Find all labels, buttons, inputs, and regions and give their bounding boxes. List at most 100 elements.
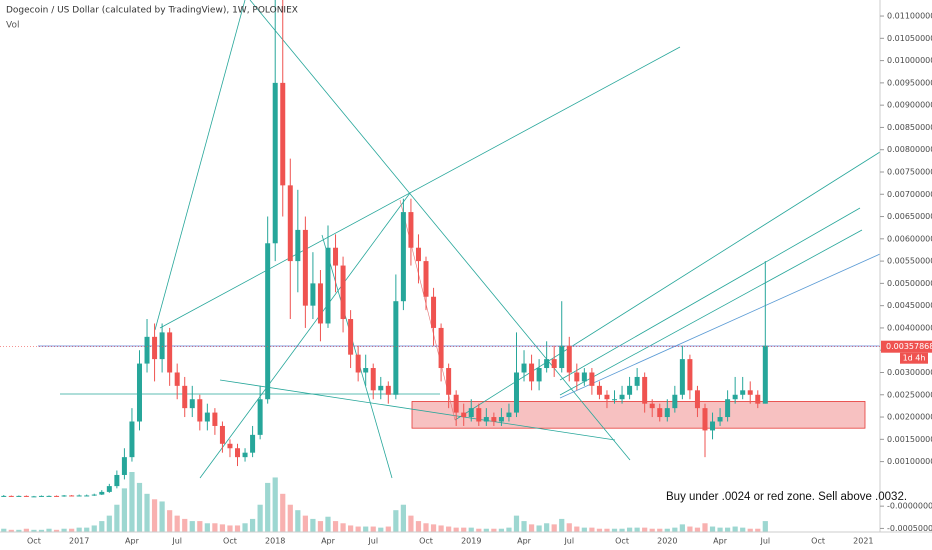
trend-lines — [38, 0, 880, 479]
volume-bar — [400, 504, 406, 532]
volume-bar — [242, 523, 248, 532]
candle-body — [84, 495, 90, 497]
candle-body — [61, 495, 67, 497]
trend-line — [249, 0, 631, 461]
candle-body — [219, 425, 225, 444]
y-tick-label: -0.00000000 — [887, 502, 932, 511]
candle-body — [393, 301, 399, 395]
volume-bar — [566, 523, 572, 532]
candle-body — [99, 491, 105, 495]
volume-bar — [363, 526, 369, 532]
volume-bar — [61, 528, 67, 532]
volume-bar — [197, 521, 203, 532]
volume-bar — [446, 526, 452, 532]
candle-body — [747, 390, 753, 395]
candle-body — [431, 296, 437, 328]
x-tick-label: Jul — [171, 537, 182, 546]
y-tick-label: 0.00250000 — [887, 390, 932, 399]
candle-body — [627, 385, 633, 395]
x-tick-label: Oct — [419, 537, 433, 546]
y-tick-label: 0.00850000 — [887, 123, 932, 132]
candle-body — [227, 443, 233, 449]
y-tick-label: 0.00650000 — [887, 212, 932, 221]
candle-body — [235, 448, 241, 458]
volume-bar — [694, 527, 701, 532]
timer-box — [900, 352, 928, 364]
volume-bar — [355, 526, 361, 532]
volume-bar — [136, 482, 143, 532]
candle-body — [529, 363, 535, 382]
volume-bar — [755, 528, 761, 532]
volume-bar — [476, 528, 482, 532]
volume-bar — [762, 521, 768, 532]
candle-body — [280, 82, 286, 186]
volume-bar — [340, 523, 346, 532]
candle-body — [423, 261, 429, 297]
volume-bar — [189, 521, 195, 532]
volume-bar — [657, 528, 663, 532]
volume-bar — [483, 528, 489, 532]
candle-body — [581, 372, 587, 382]
volume-bar — [725, 527, 731, 532]
candle-body — [121, 457, 127, 475]
volume-bar — [287, 504, 293, 532]
volume-bar — [1, 528, 7, 532]
candle-body — [446, 368, 452, 395]
candle-body — [672, 394, 678, 409]
volume-bar — [38, 529, 45, 532]
volume-bar — [332, 521, 339, 532]
y-tick-label: 0.01100000 — [887, 12, 932, 21]
candle-body — [498, 417, 504, 422]
volume-bar — [626, 527, 633, 532]
x-tick-label: Oct — [27, 537, 41, 546]
y-tick-label: 0.00950000 — [887, 78, 932, 87]
candle-body — [317, 283, 323, 324]
volume-bar — [265, 482, 271, 532]
candle-body — [325, 247, 331, 324]
candle-body — [106, 486, 112, 492]
candle-body — [355, 354, 361, 373]
volume-bar — [76, 527, 82, 532]
volume-bar — [91, 525, 97, 532]
x-tick-label: 2018 — [265, 537, 285, 546]
candle-body — [438, 327, 444, 369]
volume-bar — [227, 525, 233, 532]
candle-body — [461, 412, 467, 418]
volume-bar — [423, 523, 429, 532]
volume-bar — [144, 493, 150, 532]
volume-bar — [16, 529, 22, 532]
volume-bar — [687, 526, 693, 532]
x-tick-label: Apr — [517, 537, 532, 546]
y-tick-label: 0.00800000 — [887, 145, 932, 154]
candle-body — [31, 496, 37, 498]
candle-body — [755, 394, 761, 404]
candle-body — [370, 368, 376, 391]
y-tick-label: 0.00400000 — [887, 323, 932, 332]
volume-label: Vol — [6, 21, 19, 31]
x-tick-label: Oct — [223, 537, 237, 546]
volume-bar — [159, 501, 165, 532]
volume-bar — [747, 528, 753, 532]
volume-bar — [664, 528, 670, 532]
x-tick-label: Apr — [321, 537, 336, 546]
volume-bar — [528, 524, 535, 532]
candle-layer — [1, 0, 768, 498]
trend-line — [154, 0, 246, 331]
volume-layer — [1, 472, 768, 532]
volume-bar — [106, 515, 112, 532]
candle-body — [521, 363, 527, 373]
candle-body — [91, 494, 97, 496]
volume-bar — [219, 524, 226, 532]
candle-body — [559, 345, 565, 369]
volume-bar — [468, 527, 474, 532]
volume-bar — [513, 515, 520, 532]
candle-body — [272, 82, 278, 244]
candle-body — [513, 372, 519, 413]
volume-bar — [167, 510, 173, 532]
candle-body — [612, 399, 618, 401]
candle-body — [310, 283, 316, 306]
volume-bar — [46, 528, 52, 532]
volume-bar — [348, 525, 354, 532]
x-tick-label: Jul — [563, 537, 574, 546]
